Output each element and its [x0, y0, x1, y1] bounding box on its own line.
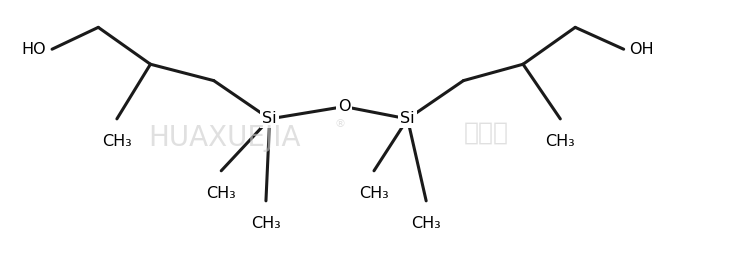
Text: CH₃: CH₃	[545, 134, 575, 149]
Text: OH: OH	[630, 42, 654, 57]
Text: 化学加: 化学加	[463, 121, 509, 145]
Text: Si: Si	[400, 112, 415, 126]
Text: CH₃: CH₃	[411, 216, 441, 231]
Text: CH₃: CH₃	[206, 186, 236, 201]
Text: O: O	[338, 99, 351, 114]
Text: HUAXUEJIA: HUAXUEJIA	[149, 124, 301, 152]
Text: Si: Si	[263, 112, 277, 126]
Text: HO: HO	[22, 42, 46, 57]
Text: CH₃: CH₃	[102, 134, 132, 149]
Text: CH₃: CH₃	[251, 216, 280, 231]
Text: CH₃: CH₃	[359, 186, 389, 201]
Text: ®: ®	[335, 119, 346, 129]
